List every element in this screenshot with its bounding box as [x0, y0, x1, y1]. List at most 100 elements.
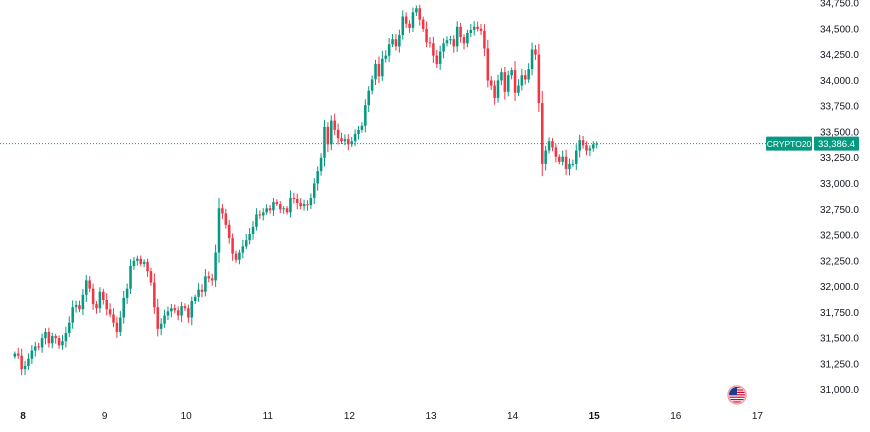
- candle[interactable]: [452, 39, 456, 47]
- candle[interactable]: [479, 28, 483, 31]
- candle[interactable]: [520, 75, 524, 86]
- candle[interactable]: [248, 234, 251, 241]
- candle[interactable]: [404, 16, 408, 24]
- candle[interactable]: [200, 289, 204, 292]
- candle[interactable]: [333, 120, 336, 130]
- candle[interactable]: [163, 315, 166, 324]
- candle[interactable]: [510, 70, 513, 76]
- candle[interactable]: [255, 214, 258, 227]
- candle[interactable]: [170, 308, 173, 312]
- candle[interactable]: [523, 75, 527, 80]
- candle[interactable]: [384, 55, 388, 59]
- candle[interactable]: [336, 129, 340, 139]
- candle[interactable]: [61, 341, 64, 346]
- candle[interactable]: [432, 43, 435, 56]
- candle[interactable]: [428, 42, 432, 44]
- candle[interactable]: [129, 265, 132, 289]
- candle[interactable]: [401, 16, 405, 36]
- candle[interactable]: [278, 204, 282, 210]
- candle[interactable]: [13, 353, 17, 357]
- candle[interactable]: [136, 258, 139, 261]
- candle[interactable]: [374, 63, 377, 80]
- candle[interactable]: [88, 280, 91, 289]
- candle[interactable]: [119, 317, 122, 332]
- candle[interactable]: [64, 332, 68, 342]
- candle[interactable]: [33, 346, 37, 351]
- candle[interactable]: [561, 156, 564, 162]
- candle[interactable]: [489, 80, 493, 86]
- candle[interactable]: [251, 226, 255, 235]
- candle[interactable]: [139, 258, 143, 264]
- candle[interactable]: [438, 51, 442, 64]
- candle[interactable]: [132, 260, 136, 266]
- candle[interactable]: [585, 145, 588, 151]
- candle[interactable]: [330, 120, 333, 145]
- candle[interactable]: [176, 310, 180, 316]
- candle[interactable]: [568, 163, 571, 170]
- candle[interactable]: [415, 8, 418, 13]
- candle[interactable]: [193, 296, 197, 302]
- candle[interactable]: [571, 163, 575, 165]
- candle[interactable]: [442, 43, 445, 52]
- candle[interactable]: [149, 271, 153, 283]
- candle[interactable]: [27, 358, 30, 366]
- candle[interactable]: [122, 297, 126, 318]
- candle[interactable]: [295, 198, 299, 204]
- candle[interactable]: [530, 49, 534, 70]
- candle[interactable]: [91, 288, 95, 305]
- candle[interactable]: [350, 141, 353, 145]
- candle[interactable]: [244, 240, 248, 247]
- candle[interactable]: [261, 212, 265, 216]
- candle[interactable]: [115, 322, 119, 332]
- candle[interactable]: [234, 253, 238, 260]
- candle[interactable]: [486, 48, 490, 81]
- candle[interactable]: [564, 156, 568, 170]
- candle[interactable]: [595, 143, 598, 145]
- candle[interactable]: [47, 331, 51, 344]
- candle[interactable]: [125, 288, 129, 298]
- candle[interactable]: [238, 252, 241, 260]
- candle[interactable]: [517, 85, 520, 93]
- candle[interactable]: [37, 346, 40, 348]
- candle[interactable]: [98, 291, 102, 309]
- candle[interactable]: [398, 35, 401, 47]
- candle[interactable]: [187, 308, 190, 318]
- candle[interactable]: [156, 307, 160, 329]
- candle[interactable]: [112, 314, 115, 323]
- candle[interactable]: [544, 150, 547, 164]
- candle[interactable]: [173, 308, 177, 311]
- candle[interactable]: [265, 208, 268, 213]
- candle[interactable]: [74, 305, 78, 308]
- candle[interactable]: [30, 350, 34, 359]
- candle[interactable]: [210, 278, 214, 281]
- candle[interactable]: [472, 26, 476, 30]
- candle[interactable]: [306, 204, 309, 206]
- candle[interactable]: [227, 224, 231, 239]
- candle[interactable]: [105, 300, 108, 310]
- candle[interactable]: [459, 26, 462, 38]
- candle[interactable]: [146, 261, 149, 272]
- candle[interactable]: [166, 311, 170, 316]
- candle[interactable]: [68, 322, 71, 333]
- candle[interactable]: [183, 306, 187, 309]
- candle[interactable]: [469, 29, 473, 33]
- candle[interactable]: [462, 37, 466, 44]
- candle[interactable]: [476, 26, 479, 29]
- candle[interactable]: [258, 214, 262, 216]
- candle[interactable]: [347, 139, 350, 145]
- candle[interactable]: [496, 80, 500, 98]
- candle[interactable]: [537, 54, 541, 104]
- candle[interactable]: [207, 276, 211, 279]
- candle[interactable]: [78, 305, 81, 310]
- candle[interactable]: [20, 355, 23, 370]
- candle[interactable]: [343, 139, 347, 142]
- candle[interactable]: [394, 39, 398, 47]
- candle[interactable]: [190, 301, 194, 318]
- candle[interactable]: [85, 280, 88, 295]
- candle[interactable]: [367, 90, 370, 106]
- candle[interactable]: [275, 202, 279, 205]
- candle[interactable]: [319, 157, 323, 172]
- candle[interactable]: [370, 79, 374, 91]
- candle[interactable]: [40, 338, 44, 348]
